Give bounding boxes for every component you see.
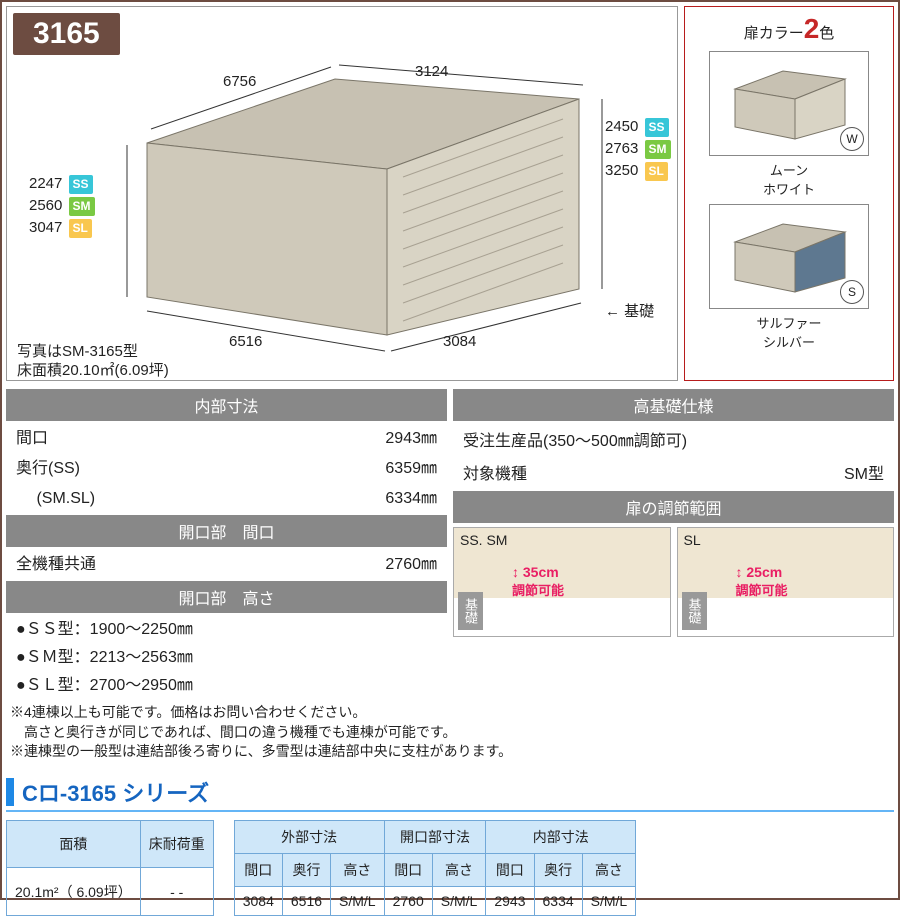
dim-value: 6516 (282, 886, 330, 915)
dim-top-depth: 6756 (223, 73, 256, 90)
open-w-line: 全機種共通 2760㎜ (6, 547, 447, 577)
adj-r-foundation: 基礎 (682, 592, 707, 630)
series-marker (6, 778, 14, 806)
hb-l2v: SM型 (844, 460, 884, 484)
sub-head: 間口 (486, 853, 534, 886)
notes: ※4連棟以上も可能です。価格はお問い合わせください。 高さと奥行きが同じであれば… (6, 703, 894, 762)
series-bar: Cロ-3165 シリーズ (6, 776, 894, 808)
sub-head: 高さ (432, 853, 486, 886)
opening-height-bullet: ●ＳＳ型：1900～2250㎜ (6, 613, 447, 641)
spec-left-col: 内部寸法 間口2943㎜奥行(SS)6359㎜ (SM.SL)6334㎜ 開口部… (6, 385, 447, 697)
hb-line1: 受注生産品(350～500㎜調節可) (453, 421, 894, 457)
sub-head: 高さ (331, 853, 385, 886)
left-heights: 2247 SS2560 SM3047 SL (29, 173, 95, 238)
group-head: 開口部寸法 (384, 820, 486, 853)
right-heights: 2450 SS2763 SM3250 SL (605, 116, 671, 181)
open-w-k: 全機種共通 (16, 550, 96, 574)
inner-dim-row: 間口2943㎜ (6, 421, 447, 451)
area-table: 面積床耐荷重 20.1m²（ 6.09坪）- - (6, 820, 214, 916)
swatch-code: W (840, 127, 864, 151)
sec-high-base: 高基礎仕様 (453, 389, 894, 421)
dim-value: 2943 (486, 886, 534, 915)
sub-head: 間口 (234, 853, 282, 886)
sub-head: 間口 (384, 853, 432, 886)
hb-l2k: 対象機種 (463, 460, 527, 484)
door-color-panel: 扉カラー2色 W ムーンホワイト S サルファーシルバー (684, 6, 894, 381)
dim-value: S/M/L (331, 886, 385, 915)
ct-pre: 扉カラー (744, 25, 804, 42)
note-line: ※連棟型の一般型は連結部後ろ寄りに、多雪型は連結部中央に支柱があります。 (10, 742, 890, 762)
caption1: 写真はSM-3165型 (17, 340, 138, 361)
hb-line2: 対象機種 SM型 (453, 457, 894, 487)
sub-head: 高さ (582, 853, 636, 886)
caption2: 床面積20.10㎡(6.09坪) (17, 359, 169, 380)
swatch-label: ムーンホワイト (763, 160, 815, 198)
ct-post: 色 (819, 25, 834, 42)
height-line: 2560 SM (29, 195, 95, 217)
dim-top-width: 3124 (415, 63, 448, 80)
opening-height-bullet: ●ＳＭ型：2213～2563㎜ (6, 641, 447, 669)
dims-table: 外部寸法開口部寸法内部寸法 間口奥行高さ間口高さ間口奥行高さ 30846516S… (234, 820, 637, 916)
adj-l-foundation: 基礎 (458, 592, 483, 630)
dim-value: 2760 (384, 886, 432, 915)
sub-head: 奥行 (282, 853, 330, 886)
note-line: 高さと奥行きが同じであれば、間口の違う機種でも連棟が可能です。 (10, 723, 890, 743)
inner-dim-row: 奥行(SS)6359㎜ (6, 451, 447, 481)
swatch-box: S (709, 204, 869, 309)
height-line: 2450 SS (605, 116, 671, 138)
dim-value: 6334 (534, 886, 582, 915)
open-w-v: 2760㎜ (385, 550, 437, 574)
dim-value: S/M/L (582, 886, 636, 915)
swatch-label: サルファーシルバー (756, 313, 821, 351)
series-underline (6, 810, 894, 812)
sec-open-w: 開口部 間口 (6, 515, 447, 547)
adjust-row: SS. SM 基礎 ↕ 35cm調節可能 SL 基礎 ↕ 25cm調節可能 (453, 527, 894, 637)
foundation-label: 基礎 (624, 303, 654, 320)
dim-bottom-depth: 6516 (229, 333, 262, 350)
foundation-arrow: ← 基礎 (605, 300, 654, 321)
tables-row: 面積床耐荷重 20.1m²（ 6.09坪）- - 外部寸法開口部寸法内部寸法 間… (6, 820, 894, 916)
tl-v1: 20.1m²（ 6.09坪） (7, 868, 141, 916)
dim-bottom-width: 3084 (443, 333, 476, 350)
sec-inner-dims: 内部寸法 (6, 389, 447, 421)
adj-l-val: ↕ 35cm調節可能 (512, 564, 564, 599)
dim-value: S/M/L (432, 886, 486, 915)
ct-num: 2 (804, 13, 820, 44)
adj-r-label: SL (684, 532, 701, 548)
group-head: 外部寸法 (234, 820, 384, 853)
adj-l-label: SS. SM (460, 532, 507, 548)
color-swatch: W ムーンホワイト (691, 51, 887, 198)
inner-dim-row: (SM.SL)6334㎜ (6, 481, 447, 511)
height-line: 2763 SM (605, 138, 671, 160)
adj-r-val: ↕ 25cm調節可能 (736, 564, 788, 599)
dim-value: 3084 (234, 886, 282, 915)
spec-grid: 内部寸法 間口2943㎜奥行(SS)6359㎜ (SM.SL)6334㎜ 開口部… (6, 385, 894, 697)
door-color-title: 扉カラー2色 (691, 13, 887, 45)
adjust-sl: SL 基礎 ↕ 25cm調節可能 (677, 527, 895, 637)
swatch-code: S (840, 280, 864, 304)
group-head: 内部寸法 (486, 820, 636, 853)
top-row: 3165 (6, 6, 894, 381)
color-swatch: S サルファーシルバー (691, 204, 887, 351)
tl-h1: 面積 (7, 820, 141, 868)
swatch-box: W (709, 51, 869, 156)
sec-adjust: 扉の調節範囲 (453, 491, 894, 523)
height-line: 3250 SL (605, 160, 671, 182)
series-title: Cロ-3165 シリーズ (22, 776, 209, 808)
note-line: ※4連棟以上も可能です。価格はお問い合わせください。 (10, 703, 890, 723)
tl-h2: 床耐荷重 (140, 820, 213, 868)
sec-open-h: 開口部 高さ (6, 581, 447, 613)
spec-right-col: 高基礎仕様 受注生産品(350～500㎜調節可) 対象機種 SM型 扉の調節範囲… (453, 385, 894, 697)
spec-sheet: 3165 (0, 0, 900, 900)
tl-v2: - - (140, 868, 213, 916)
dimension-diagram: 3165 (6, 6, 678, 381)
height-line: 3047 SL (29, 217, 95, 239)
opening-height-bullet: ●ＳＬ型：2700～2950㎜ (6, 669, 447, 697)
height-line: 2247 SS (29, 173, 95, 195)
shed-illustration (7, 7, 667, 382)
sub-head: 奥行 (534, 853, 582, 886)
adjust-ss-sm: SS. SM 基礎 ↕ 35cm調節可能 (453, 527, 671, 637)
